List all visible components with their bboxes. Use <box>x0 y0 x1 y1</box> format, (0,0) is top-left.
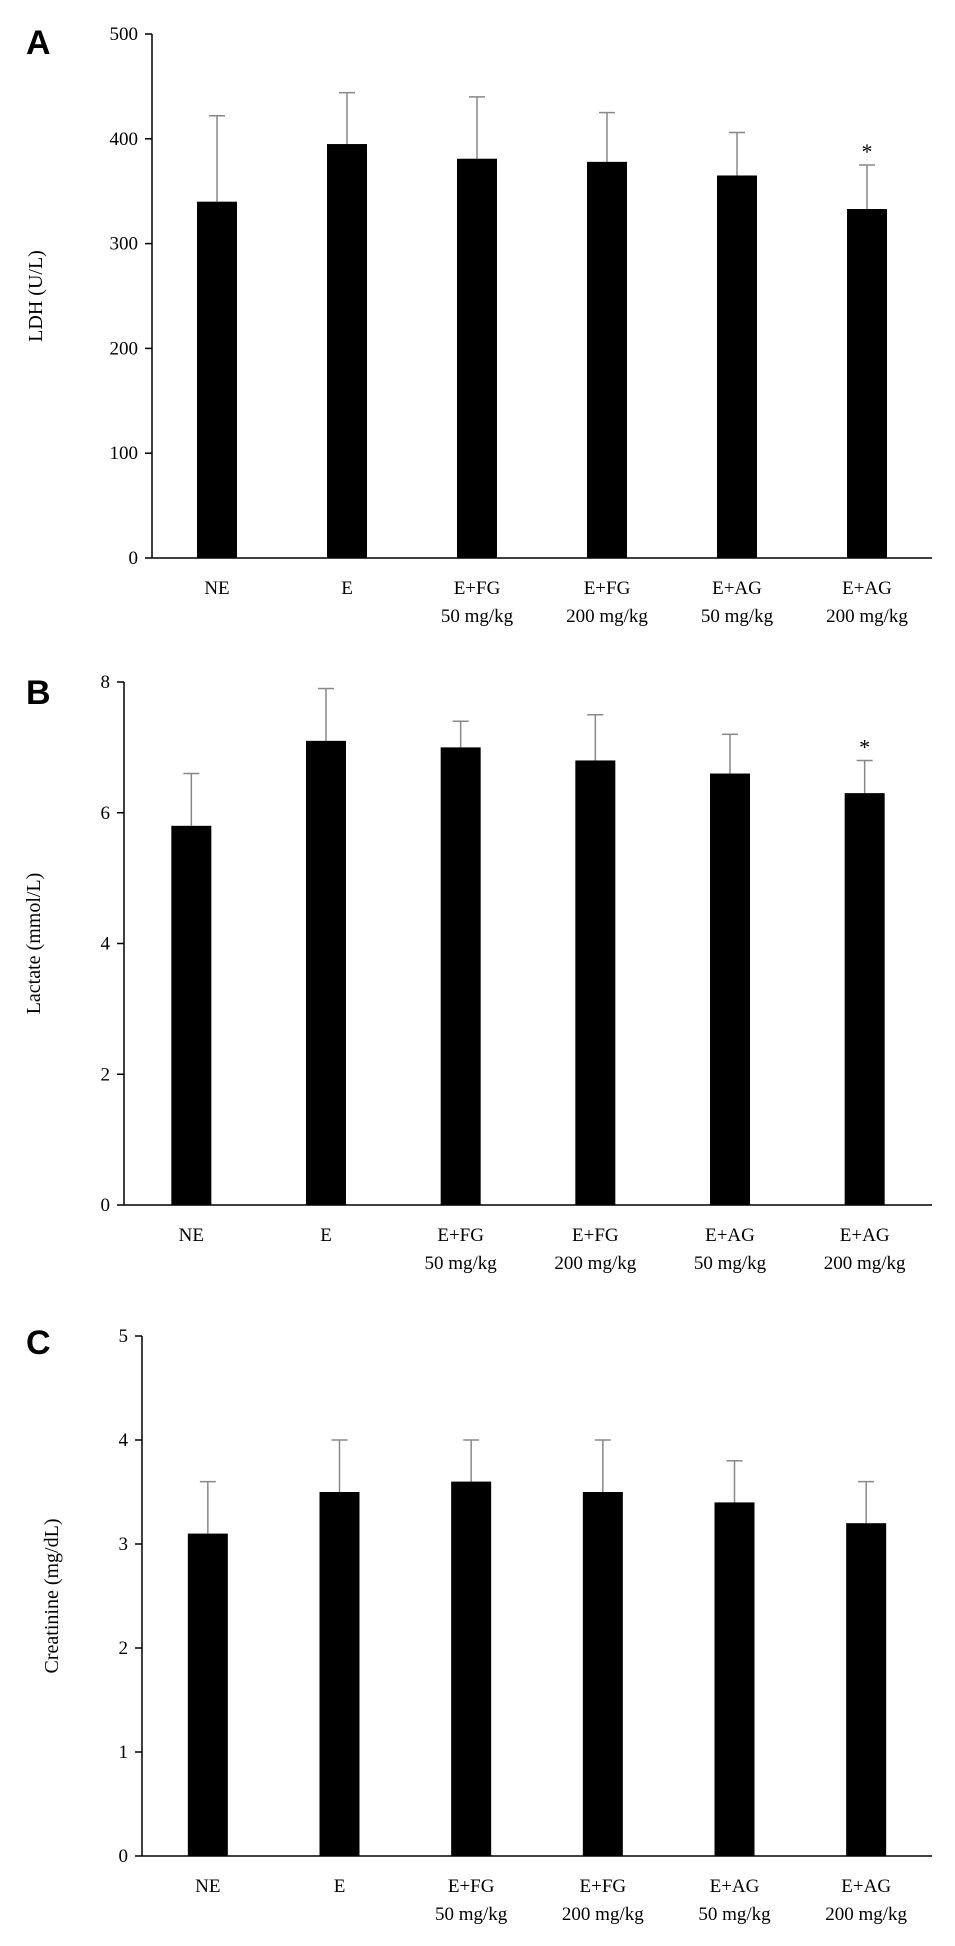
x-tick-label: 50 mg/kg <box>425 1253 498 1274</box>
y-axis-label: LDH (U/L) <box>25 250 47 342</box>
panel-c: C 0 1 2 3 4 5 Creatinine (mg/dL) NE E E+FG 50 mg/k… <box>0 1296 955 1946</box>
significance-marker: * <box>859 734 870 759</box>
panel-label: B <box>26 674 51 712</box>
panel-label: A <box>26 24 51 62</box>
x-tick-label: E+AG <box>842 578 892 599</box>
bar <box>847 209 887 559</box>
x-tick-label: 200 mg/kg <box>824 1253 906 1274</box>
y-tick-label: 2 <box>101 1064 111 1085</box>
x-tick-label: NE <box>179 1225 204 1246</box>
x-tick-label: E+FG <box>448 1876 495 1897</box>
y-tick-label: 2 <box>119 1638 129 1659</box>
bar <box>717 175 757 559</box>
bar <box>171 825 212 1205</box>
x-tick-label: NE <box>204 578 229 599</box>
bar <box>575 760 616 1205</box>
y-tick-label: 200 <box>110 338 139 359</box>
x-tick-label: E+AG <box>710 1876 760 1897</box>
bar <box>306 740 346 1205</box>
y-tick-label: 3 <box>119 1534 129 1555</box>
y-tick-label: 5 <box>119 1326 129 1347</box>
x-tick-label: 50 mg/kg <box>698 1904 771 1925</box>
y-tick-label: 1 <box>119 1742 129 1763</box>
x-tick-label: 200 mg/kg <box>825 1904 907 1925</box>
x-tick-label: 50 mg/kg <box>435 1904 508 1925</box>
bar <box>714 1502 755 1856</box>
x-tick-label: E+AG <box>841 1876 891 1897</box>
bar <box>187 1533 228 1856</box>
bar <box>844 793 885 1205</box>
x-tick-label: 50 mg/kg <box>701 606 774 627</box>
x-tick-label: 50 mg/kg <box>441 606 514 627</box>
x-tick-label: E+AG <box>840 1225 890 1246</box>
significance-marker: * <box>862 139 873 164</box>
y-tick-label: 300 <box>110 234 139 255</box>
bar <box>457 158 497 558</box>
x-tick-label: E+AG <box>705 1225 755 1246</box>
bar <box>451 1481 492 1856</box>
y-axis-label: Creatinine (mg/dL) <box>41 1519 63 1674</box>
y-axis-label: Lactate (mmol/L) <box>23 873 45 1015</box>
panel-a: A 0 100 200 300 400 500 LDH (U/L) NE E E+FG 50 mg/… <box>0 0 955 640</box>
x-tick-label: E+AG <box>712 578 762 599</box>
x-tick-label: 50 mg/kg <box>694 1253 767 1274</box>
x-tick-label: E <box>320 1225 332 1246</box>
y-tick-label: 500 <box>110 24 139 45</box>
lactate-bar-chart: 0 2 4 6 8 Lactate (mmol/L) NE E E+FG 50 mg/kg E+FG… <box>23 672 932 1274</box>
bar <box>582 1492 623 1856</box>
x-tick-label: NE <box>195 1876 220 1897</box>
x-tick-label: E+FG <box>584 578 631 599</box>
creatinine-bar-chart: 0 1 2 3 4 5 Creatinine (mg/dL) NE E E+FG 50 mg/kg E… <box>41 1326 932 1925</box>
y-tick-label: 8 <box>101 672 111 693</box>
panel-label: C <box>26 1324 51 1362</box>
x-tick-label: E+FG <box>454 578 501 599</box>
bar <box>587 161 627 558</box>
y-tick-label: 6 <box>101 803 111 824</box>
bar <box>319 1492 360 1856</box>
y-tick-label: 4 <box>119 1430 129 1451</box>
x-tick-label: E+FG <box>572 1225 619 1246</box>
y-tick-label: 100 <box>110 443 139 464</box>
x-tick-label: E <box>334 1876 346 1897</box>
x-tick-label: 200 mg/kg <box>826 606 908 627</box>
x-tick-label: 200 mg/kg <box>562 1904 644 1925</box>
y-tick-label: 400 <box>110 129 139 150</box>
x-tick-label: E <box>341 578 353 599</box>
x-tick-label: 200 mg/kg <box>554 1253 636 1274</box>
panel-b: B 0 2 4 6 8 Lactate (mmol/L) NE E E+FG 50 mg/kg E+… <box>0 650 955 1290</box>
y-tick-label: 4 <box>101 934 111 955</box>
x-tick-label: E+FG <box>580 1876 627 1897</box>
x-tick-label: 200 mg/kg <box>566 606 648 627</box>
bar <box>197 201 237 558</box>
x-tick-label: E+FG <box>437 1225 484 1246</box>
y-tick-label: 0 <box>101 1195 111 1216</box>
bar <box>846 1523 887 1856</box>
ldh-bar-chart: 0 100 200 300 400 500 LDH (U/L) NE E E+FG 50 mg/kg… <box>25 24 932 627</box>
y-tick-label: 0 <box>129 548 139 569</box>
y-tick-label: 0 <box>119 1846 129 1867</box>
bar <box>327 144 367 559</box>
bar <box>440 747 481 1205</box>
bar <box>710 773 750 1205</box>
